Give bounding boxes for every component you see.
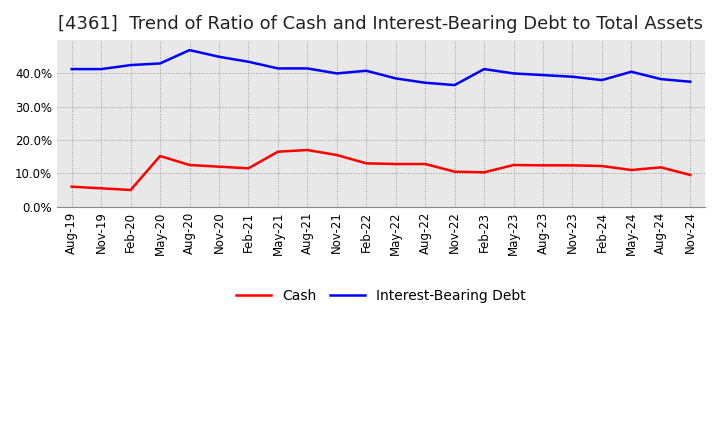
Cash bbox=[598, 163, 606, 169]
Interest-Bearing Debt bbox=[686, 79, 695, 84]
Cash bbox=[509, 162, 518, 168]
Interest-Bearing Debt bbox=[627, 69, 636, 74]
Cash bbox=[244, 166, 253, 171]
Cash bbox=[215, 164, 223, 169]
Cash bbox=[303, 147, 312, 153]
Interest-Bearing Debt bbox=[362, 68, 371, 73]
Interest-Bearing Debt bbox=[539, 73, 547, 78]
Cash bbox=[480, 170, 488, 175]
Cash bbox=[539, 163, 547, 168]
Line: Cash: Cash bbox=[72, 150, 690, 190]
Interest-Bearing Debt bbox=[598, 77, 606, 83]
Interest-Bearing Debt bbox=[68, 66, 76, 72]
Interest-Bearing Debt bbox=[97, 66, 106, 72]
Cash bbox=[392, 161, 400, 167]
Cash bbox=[185, 162, 194, 168]
Interest-Bearing Debt bbox=[303, 66, 312, 71]
Cash bbox=[627, 167, 636, 172]
Legend: Cash, Interest-Bearing Debt: Cash, Interest-Bearing Debt bbox=[230, 283, 531, 308]
Cash bbox=[362, 161, 371, 166]
Cash bbox=[333, 152, 341, 158]
Interest-Bearing Debt bbox=[450, 82, 459, 88]
Interest-Bearing Debt bbox=[185, 48, 194, 53]
Cash bbox=[156, 154, 164, 159]
Cash bbox=[686, 172, 695, 178]
Interest-Bearing Debt bbox=[480, 66, 488, 72]
Interest-Bearing Debt bbox=[274, 66, 282, 71]
Interest-Bearing Debt bbox=[244, 59, 253, 64]
Interest-Bearing Debt bbox=[657, 77, 665, 82]
Cash bbox=[421, 161, 430, 167]
Interest-Bearing Debt bbox=[421, 80, 430, 85]
Interest-Bearing Debt bbox=[156, 61, 164, 66]
Interest-Bearing Debt bbox=[333, 71, 341, 76]
Interest-Bearing Debt bbox=[509, 71, 518, 76]
Cash bbox=[274, 149, 282, 154]
Line: Interest-Bearing Debt: Interest-Bearing Debt bbox=[72, 50, 690, 85]
Cash bbox=[657, 165, 665, 170]
Title: [4361]  Trend of Ratio of Cash and Interest-Bearing Debt to Total Assets: [4361] Trend of Ratio of Cash and Intere… bbox=[58, 15, 703, 33]
Interest-Bearing Debt bbox=[215, 54, 223, 59]
Cash bbox=[126, 187, 135, 193]
Cash bbox=[68, 184, 76, 189]
Cash bbox=[97, 186, 106, 191]
Cash bbox=[568, 163, 577, 168]
Interest-Bearing Debt bbox=[392, 76, 400, 81]
Cash bbox=[450, 169, 459, 174]
Interest-Bearing Debt bbox=[126, 62, 135, 68]
Interest-Bearing Debt bbox=[568, 74, 577, 79]
